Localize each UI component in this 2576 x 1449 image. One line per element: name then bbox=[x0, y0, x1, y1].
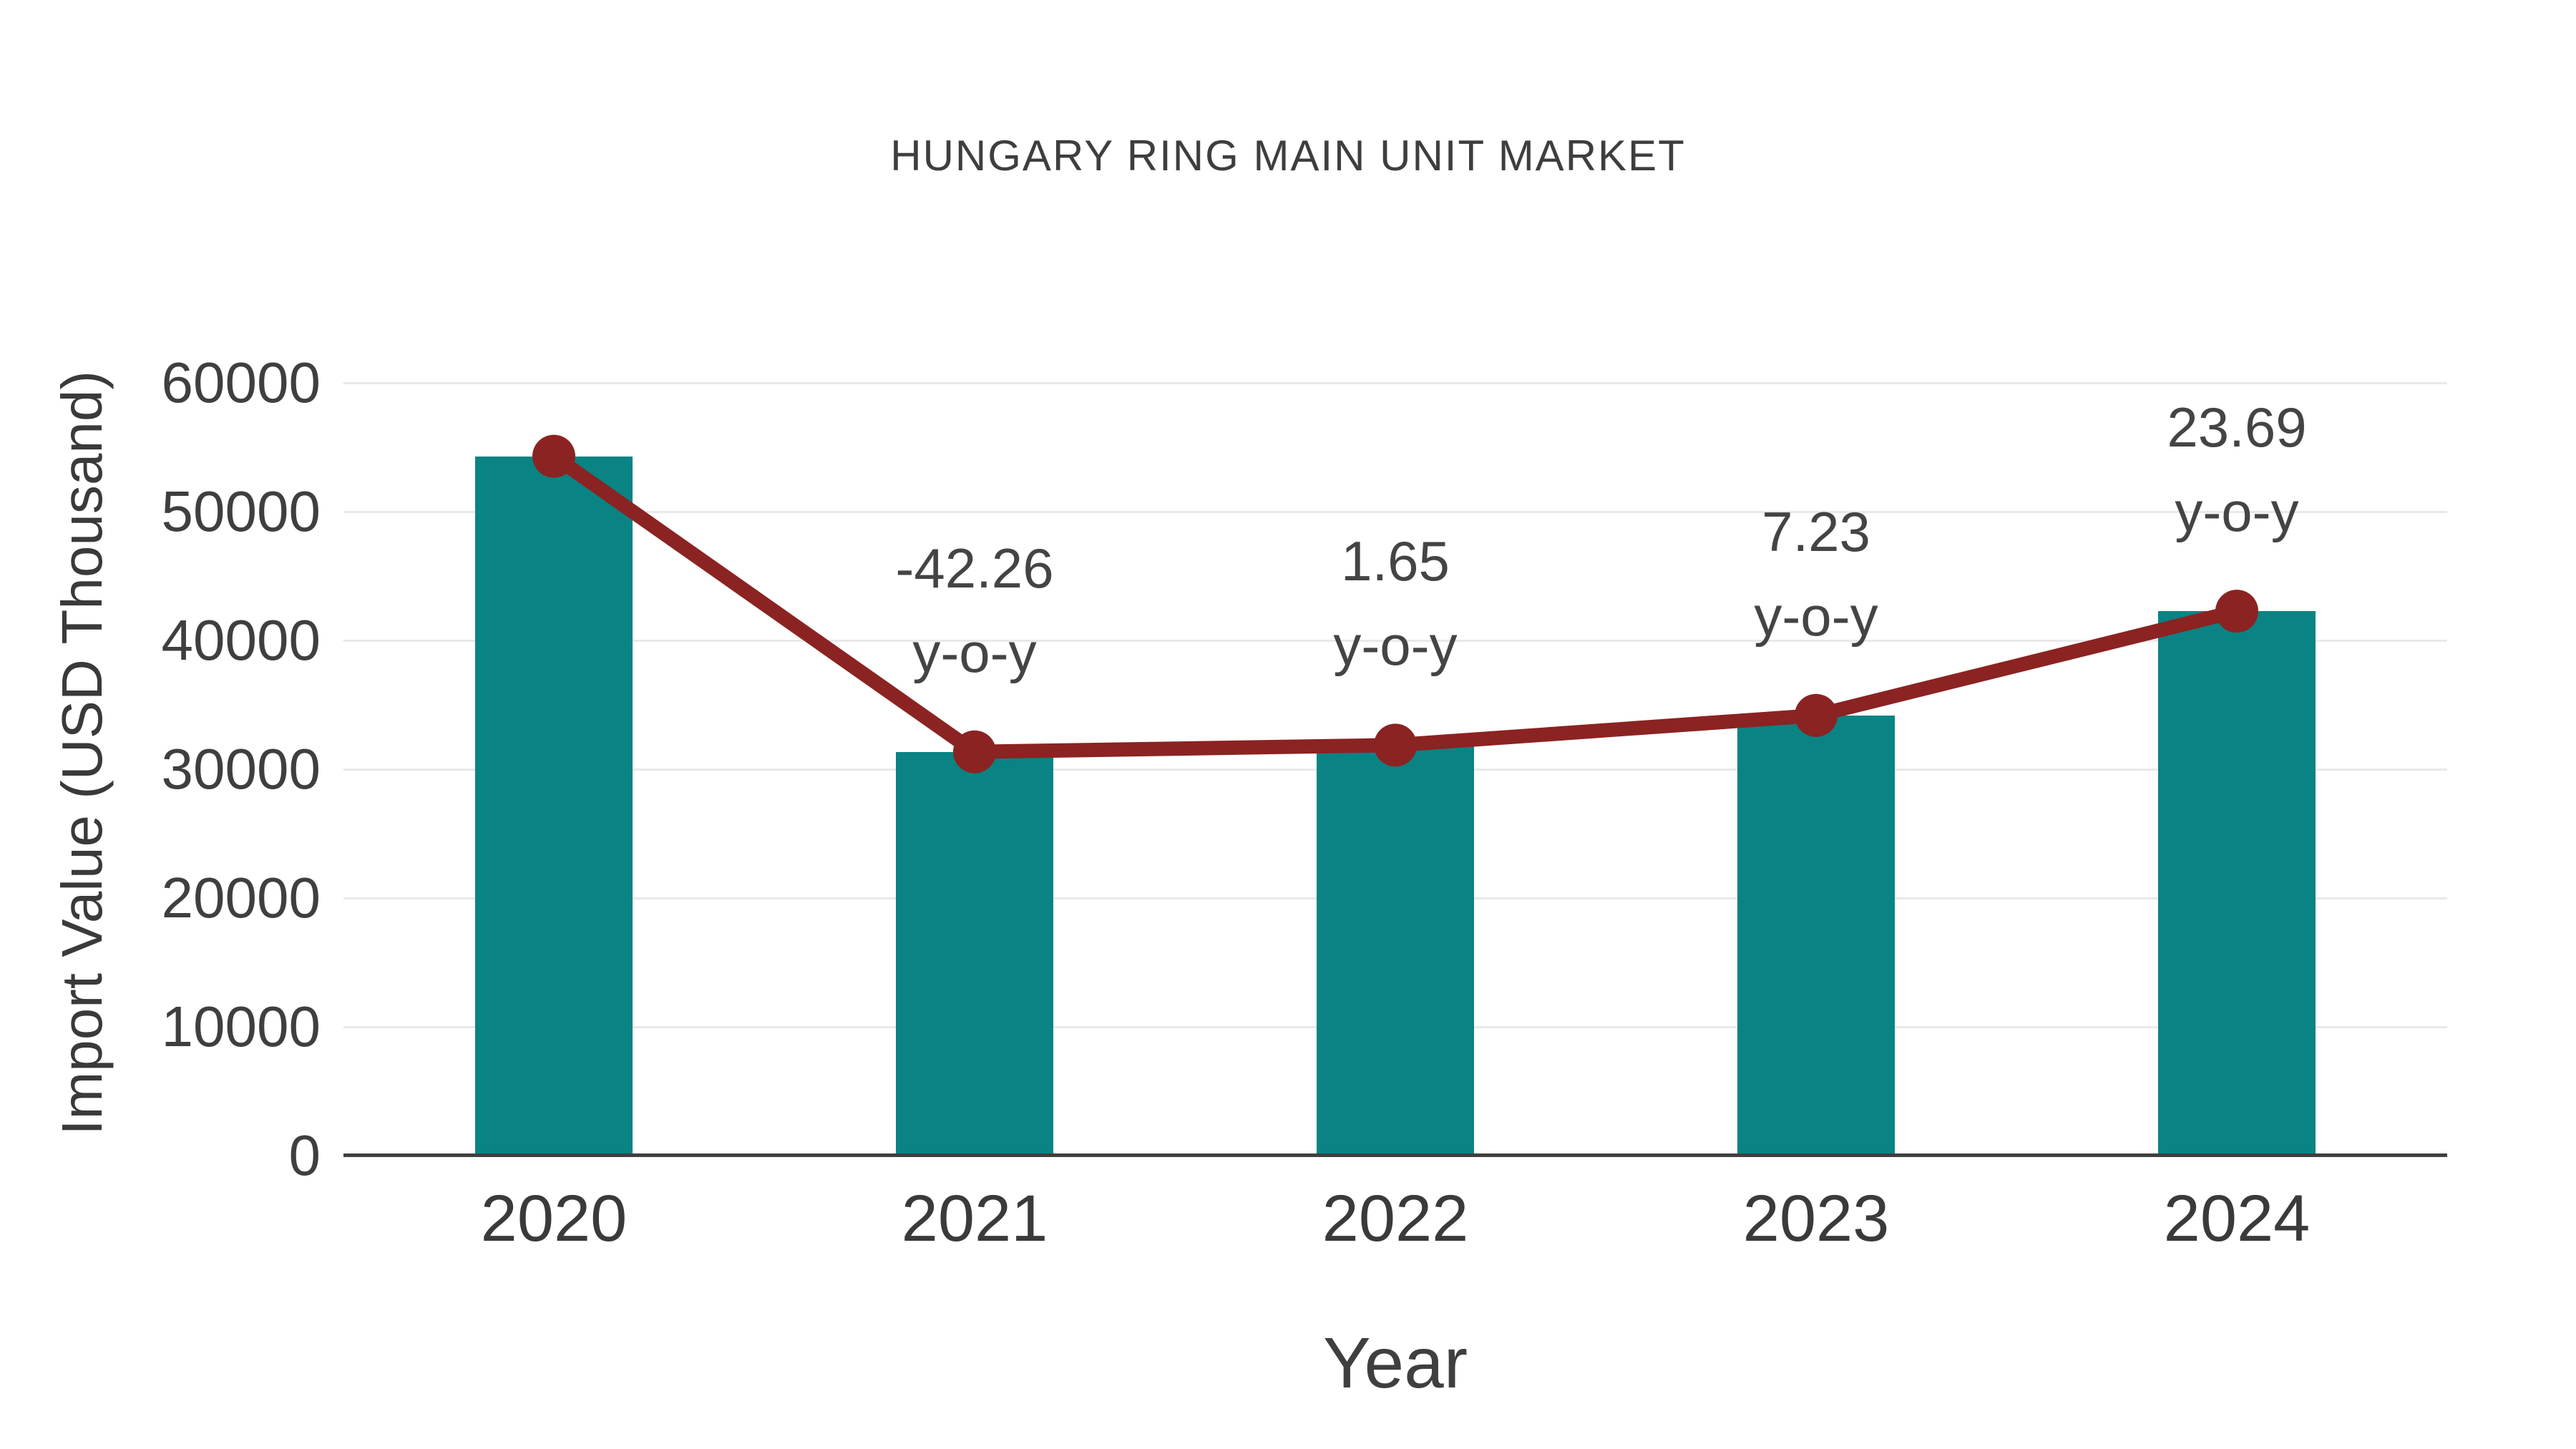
gridline bbox=[343, 510, 2447, 513]
bar bbox=[2158, 611, 2316, 1156]
y-tick-label: 60000 bbox=[161, 351, 321, 414]
yoy-annotation: 1.65 y-o-y bbox=[1181, 519, 1610, 688]
yoy-annotation-line: 7.23 bbox=[1762, 499, 1870, 563]
y-tick-label: 40000 bbox=[161, 608, 321, 672]
bar bbox=[475, 456, 633, 1156]
data-point-marker bbox=[1795, 693, 1838, 737]
chart-title: HUNGARY RING MAIN UNIT MARKET bbox=[890, 132, 1686, 180]
x-tick-label: 2023 bbox=[1742, 1182, 1890, 1255]
gridline bbox=[343, 639, 2447, 642]
data-point-marker bbox=[953, 730, 996, 774]
x-tick-label: 2022 bbox=[1322, 1182, 1469, 1255]
x-tick-label: 2021 bbox=[901, 1182, 1048, 1255]
bar bbox=[1317, 745, 1474, 1156]
y-tick-label: 20000 bbox=[161, 866, 321, 930]
x-tick-label: 2024 bbox=[2163, 1182, 2311, 1255]
bar bbox=[1737, 715, 1895, 1156]
data-point-marker bbox=[2215, 590, 2258, 633]
yoy-annotation: 7.23 y-o-y bbox=[1601, 489, 2031, 658]
yoy-annotation: -42.26 y-o-y bbox=[760, 526, 1189, 695]
y-tick-label: 30000 bbox=[161, 737, 321, 801]
y-tick-label: 10000 bbox=[161, 995, 321, 1058]
trend-line-svg bbox=[532, 434, 2258, 774]
yoy-annotation-line: -42.26 bbox=[895, 536, 1054, 600]
y-tick-label: 50000 bbox=[161, 479, 321, 543]
yoy-annotation-line: y-o-y bbox=[912, 620, 1037, 684]
yoy-annotation-line: 1.65 bbox=[1341, 530, 1450, 593]
data-point-marker bbox=[1374, 723, 1417, 767]
yoy-annotation: 23.69 y-o-y bbox=[2022, 385, 2451, 554]
x-axis-line bbox=[343, 1153, 2447, 1157]
x-tick-label: 2020 bbox=[480, 1182, 628, 1255]
plot-area: 0 10000 20000 30000 40000 50000 60000 -42.26 y-… bbox=[162, 351, 2447, 1255]
yoy-annotation-line: y-o-y bbox=[2175, 480, 2299, 544]
x-axis-title: Year bbox=[1322, 1323, 1468, 1403]
data-point-marker bbox=[532, 434, 575, 478]
yoy-annotation-line: y-o-y bbox=[1754, 584, 1878, 648]
gridline bbox=[343, 381, 2447, 384]
yoy-annotation-line: y-o-y bbox=[1333, 614, 1458, 678]
yoy-annotation-line: 23.69 bbox=[2167, 396, 2307, 459]
bar bbox=[896, 751, 1053, 1156]
y-tick-label: 0 bbox=[288, 1123, 321, 1187]
